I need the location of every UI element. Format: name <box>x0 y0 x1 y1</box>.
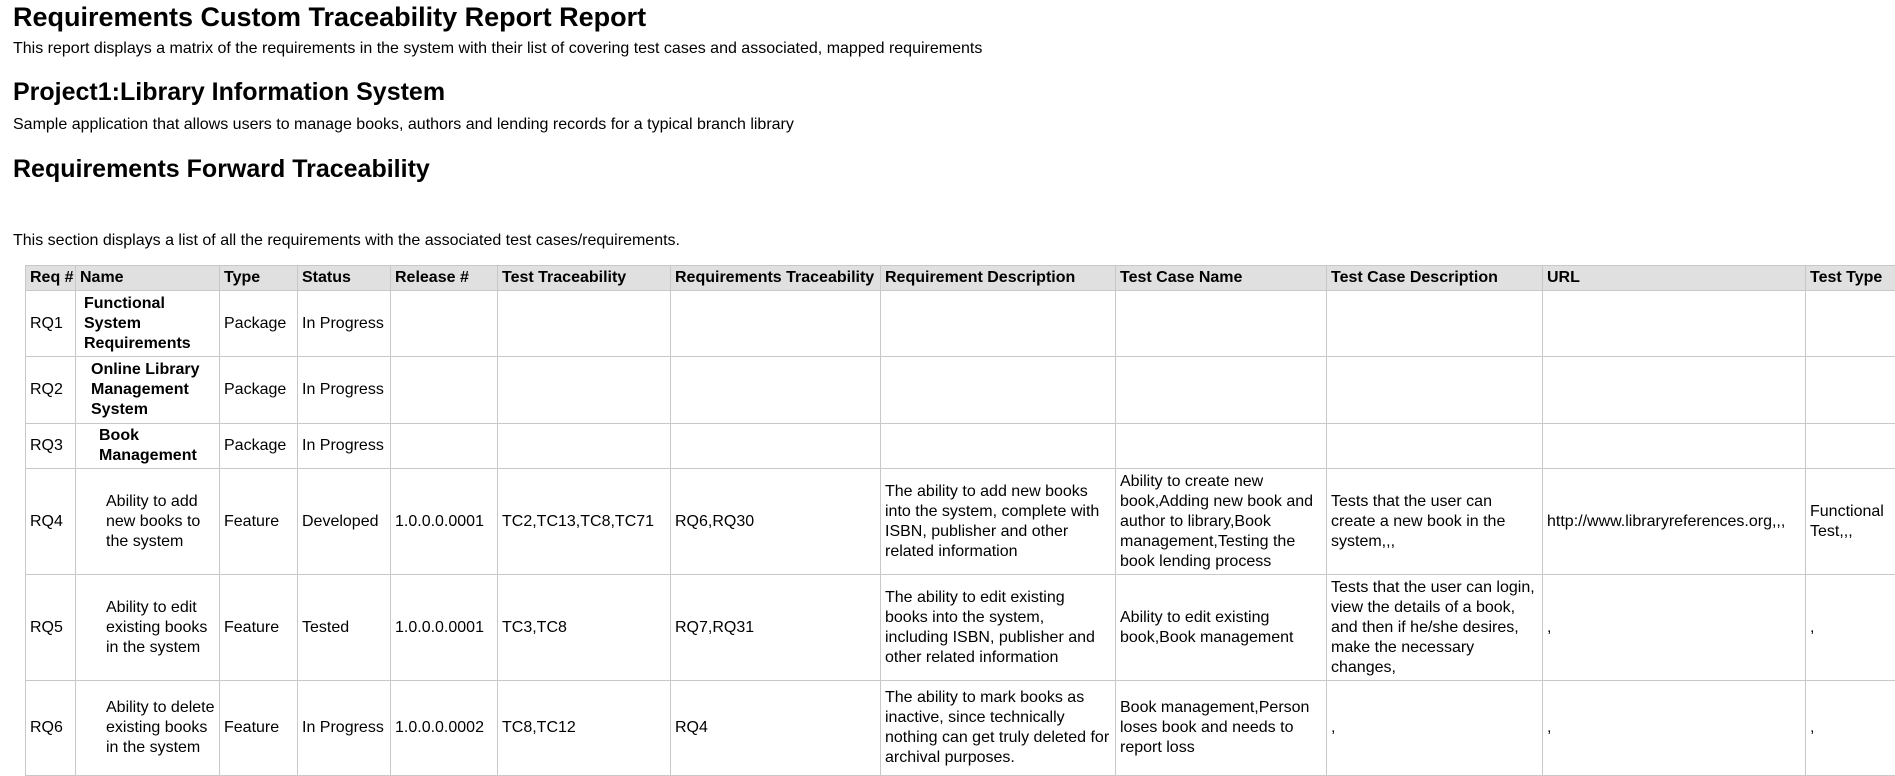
cell-requirement-description <box>881 357 1116 424</box>
cell-test-case-name: Ability to edit existing book,Book manag… <box>1116 575 1327 681</box>
cell-req-id: RQ1 <box>26 291 76 357</box>
cell-status: In Progress <box>298 424 391 469</box>
section-title: Requirements Forward Traceability <box>13 155 430 184</box>
cell-requirements-traceability: RQ6,RQ30 <box>671 469 881 575</box>
cell-test-type: , <box>1806 575 1895 681</box>
cell-requirements-traceability <box>671 424 881 469</box>
project-description: Sample application that allows users to … <box>13 116 794 134</box>
cell-url: , <box>1543 681 1806 776</box>
cell-test-type <box>1806 424 1895 469</box>
cell-test-type: Functional Test,,, <box>1806 469 1895 575</box>
cell-test-case-name: Ability to create new book,Adding new bo… <box>1116 469 1327 575</box>
report-title: Requirements Custom Traceability Report … <box>13 2 646 33</box>
cell-name: Ability to edit existing books in the sy… <box>76 575 220 681</box>
cell-test-traceability <box>498 357 671 424</box>
cell-test-traceability: TC8,TC12 <box>498 681 671 776</box>
cell-test-case-description: , <box>1327 681 1543 776</box>
cell-status: In Progress <box>298 681 391 776</box>
cell-release: 1.0.0.0.0001 <box>391 575 498 681</box>
cell-requirement-description: The ability to edit existing books into … <box>881 575 1116 681</box>
cell-requirement-description: The ability to mark books as inactive, s… <box>881 681 1116 776</box>
cell-type: Package <box>220 291 298 357</box>
section-description: This section displays a list of all the … <box>13 232 680 250</box>
cell-req-id: RQ4 <box>26 469 76 575</box>
cell-requirements-traceability <box>671 357 881 424</box>
cell-test-case-description <box>1327 424 1543 469</box>
cell-type: Feature <box>220 469 298 575</box>
cell-test-case-name <box>1116 291 1327 357</box>
cell-requirements-traceability: RQ4 <box>671 681 881 776</box>
cell-name: Ability to delete existing books in the … <box>76 681 220 776</box>
cell-test-case-name: Book management,Person loses book and ne… <box>1116 681 1327 776</box>
cell-req-id: RQ6 <box>26 681 76 776</box>
cell-type: Package <box>220 424 298 469</box>
cell-url: http://www.libraryreferences.org,,, <box>1543 469 1806 575</box>
column-header-test-type: Test Type <box>1806 266 1895 291</box>
cell-test-traceability <box>498 424 671 469</box>
cell-type: Feature <box>220 681 298 776</box>
column-header-type: Type <box>220 266 298 291</box>
cell-requirements-traceability <box>671 291 881 357</box>
cell-test-traceability: TC3,TC8 <box>498 575 671 681</box>
project-title: Project1:Library Information System <box>13 78 445 107</box>
column-header-release: Release # <box>391 266 498 291</box>
cell-name: Ability to add new books to the system <box>76 469 220 575</box>
cell-status: In Progress <box>298 291 391 357</box>
cell-requirement-description <box>881 291 1116 357</box>
cell-release: 1.0.0.0.0001 <box>391 469 498 575</box>
cell-requirement-description: The ability to add new books into the sy… <box>881 469 1116 575</box>
column-header-requirements-traceability: Requirements Traceability <box>671 266 881 291</box>
column-header-status: Status <box>298 266 391 291</box>
cell-test-traceability: TC2,TC13,TC8,TC71 <box>498 469 671 575</box>
cell-url <box>1543 424 1806 469</box>
cell-url <box>1543 357 1806 424</box>
cell-test-type <box>1806 291 1895 357</box>
cell-test-case-name <box>1116 357 1327 424</box>
column-header-test-traceability: Test Traceability <box>498 266 671 291</box>
cell-name: Book Management <box>76 424 220 469</box>
cell-status: Tested <box>298 575 391 681</box>
cell-test-case-description <box>1327 291 1543 357</box>
column-header-url: URL <box>1543 266 1806 291</box>
cell-requirements-traceability: RQ7,RQ31 <box>671 575 881 681</box>
cell-req-id: RQ5 <box>26 575 76 681</box>
cell-test-case-description: Tests that the user can create a new boo… <box>1327 469 1543 575</box>
cell-type: Package <box>220 357 298 424</box>
cell-status: In Progress <box>298 357 391 424</box>
cell-req-id: RQ2 <box>26 357 76 424</box>
cell-release: 1.0.0.0.0002 <box>391 681 498 776</box>
cell-name: Functional System Requirements <box>76 291 220 357</box>
cell-release <box>391 291 498 357</box>
cell-name: Online Library Management System <box>76 357 220 424</box>
column-header-test-case-name: Test Case Name <box>1116 266 1327 291</box>
column-header-req-id: Req # <box>26 266 76 291</box>
cell-req-id: RQ3 <box>26 424 76 469</box>
cell-test-type <box>1806 357 1895 424</box>
cell-url: , <box>1543 575 1806 681</box>
cell-test-case-name <box>1116 424 1327 469</box>
cell-test-case-description: Tests that the user can login, view the … <box>1327 575 1543 681</box>
column-header-name: Name <box>76 266 220 291</box>
cell-release <box>391 357 498 424</box>
cell-test-traceability <box>498 291 671 357</box>
cell-test-case-description <box>1327 357 1543 424</box>
report-description: This report displays a matrix of the req… <box>13 40 982 58</box>
cell-release <box>391 424 498 469</box>
cell-requirement-description <box>881 424 1116 469</box>
cell-url <box>1543 291 1806 357</box>
column-header-requirement-description: Requirement Description <box>881 266 1116 291</box>
cell-type: Feature <box>220 575 298 681</box>
cell-test-type: , <box>1806 681 1895 776</box>
column-header-test-case-description: Test Case Description <box>1327 266 1543 291</box>
cell-status: Developed <box>298 469 391 575</box>
